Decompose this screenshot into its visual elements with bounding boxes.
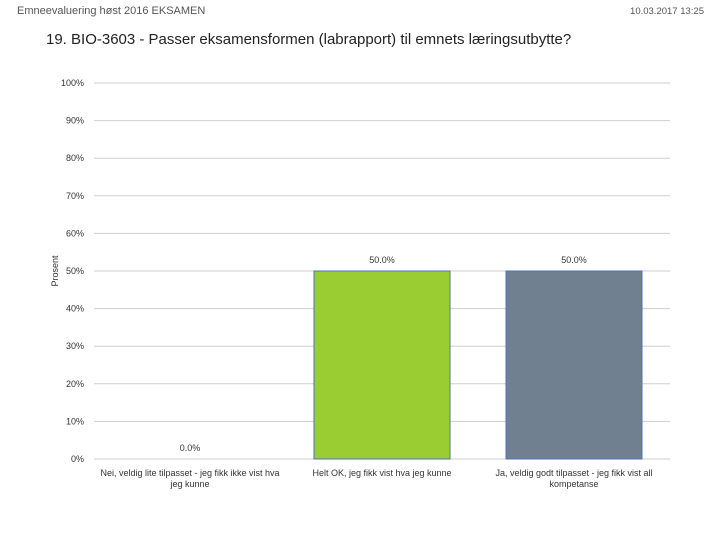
data-label: 0.0% xyxy=(180,443,201,453)
bar xyxy=(505,270,643,460)
chart-title: 19. BIO-3603 - Passer eksamensformen (la… xyxy=(46,31,572,48)
y-tick-label: 10% xyxy=(66,416,84,426)
y-tick-label: 90% xyxy=(66,116,84,126)
y-tick-label: 70% xyxy=(66,191,84,201)
data-label: 50.0% xyxy=(561,255,587,265)
y-tick-label: 50% xyxy=(66,266,84,276)
bar xyxy=(313,270,451,460)
y-tick-label: 0% xyxy=(71,454,84,464)
y-tick-label: 40% xyxy=(66,304,84,314)
x-tick-label: Helt OK, jeg fikk vist hva jeg kunne xyxy=(312,468,452,478)
y-tick-label: 80% xyxy=(66,153,84,163)
y-tick-label: 60% xyxy=(66,228,84,238)
report-title: Emneevaluering høst 2016 EKSAMEN xyxy=(17,5,206,17)
x-tick-label: Ja, veldig godt tilpasset - jeg fikk vis… xyxy=(495,468,653,489)
y-tick-label: 20% xyxy=(66,379,84,389)
report-timestamp: 10.03.2017 13:25 xyxy=(630,6,704,17)
y-tick-label: 30% xyxy=(66,341,84,351)
data-label: 50.0% xyxy=(369,255,395,265)
x-tick-label: Nei, veldig lite tilpasset - jeg fikk ik… xyxy=(100,468,280,489)
y-tick-label: 100% xyxy=(61,78,84,88)
y-axis-label: Prosent xyxy=(50,255,60,287)
